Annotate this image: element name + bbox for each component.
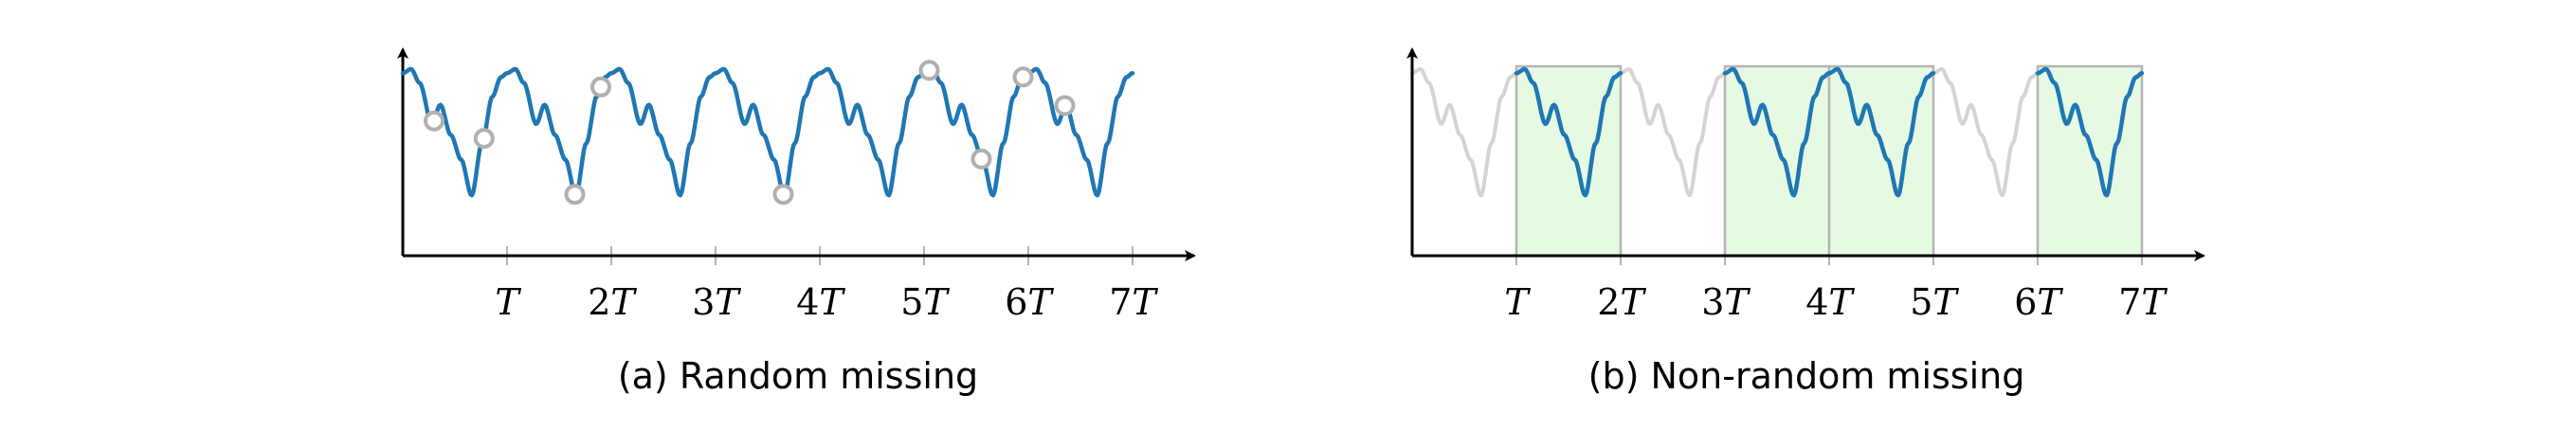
missing-point-marker [1054, 95, 1076, 116]
panel-b-tick-label-5: 5T [1910, 281, 1959, 323]
panel-b-observed-series-lines [1514, 66, 2145, 198]
missing-point-marker [473, 128, 495, 150]
panel-a-tick-label-4: 4T [796, 281, 845, 323]
panel-b-axes [1406, 47, 2205, 261]
observed-segment-4 [2035, 66, 2145, 198]
panel-b-tick-label-7: 7T [2118, 281, 2168, 323]
panel-b-tick-label-6: 6T [2014, 281, 2063, 323]
missing-point-marker [971, 148, 992, 170]
panel-a-tick-label-3: 3T [692, 281, 741, 323]
panel-a-missing-markers [424, 60, 1076, 206]
panel-b-observed-windows [1515, 64, 2144, 258]
missing-point-marker [590, 76, 611, 98]
panel-b-tick-label-4: 4T [1805, 281, 1855, 323]
panel-a-caption: (a) Random missing [618, 355, 978, 397]
missing-point-marker [564, 184, 586, 206]
missing-point-marker [424, 110, 444, 132]
panel-b-tick-labels: T 2T 3T 4T 5T 6T 7T [1504, 281, 2168, 323]
panel-b-tick-label-3: 3T [1701, 281, 1751, 323]
observed-segment-1 [1514, 66, 1624, 198]
panel-a-tick-label-5: 5T [900, 281, 950, 323]
observed-segment-3 [1826, 66, 1936, 198]
panel-a-tick-label-1: T [495, 281, 521, 323]
panel-b-tick-label-2: 2T [1597, 281, 1646, 323]
panel-a-series-line [400, 66, 1135, 198]
missing-point-marker [918, 60, 940, 81]
panel-a-tick-label-6: 6T [1005, 281, 1054, 323]
panel-a-random-missing: T 2T 3T 4T 5T 6T 7T (a) Random missing [397, 47, 1196, 397]
missing-point-marker [772, 184, 794, 206]
panel-a-tick-label-7: 7T [1109, 281, 1158, 323]
panel-a-tick-label-2: 2T [588, 281, 637, 323]
panel-b-tick-label-1: T [1504, 281, 1531, 323]
panel-a-axes [397, 47, 1196, 261]
panel-b-non-random-missing: T 2T 3T 4T 5T 6T 7T (b) Non-random missing [1406, 47, 2205, 397]
missing-point-marker [1012, 66, 1034, 88]
panel-b-caption: (b) Non-random missing [1588, 355, 2025, 397]
panel-a-tick-labels: T 2T 3T 4T 5T 6T 7T [495, 281, 1158, 323]
observed-segment-2 [1722, 66, 1832, 198]
